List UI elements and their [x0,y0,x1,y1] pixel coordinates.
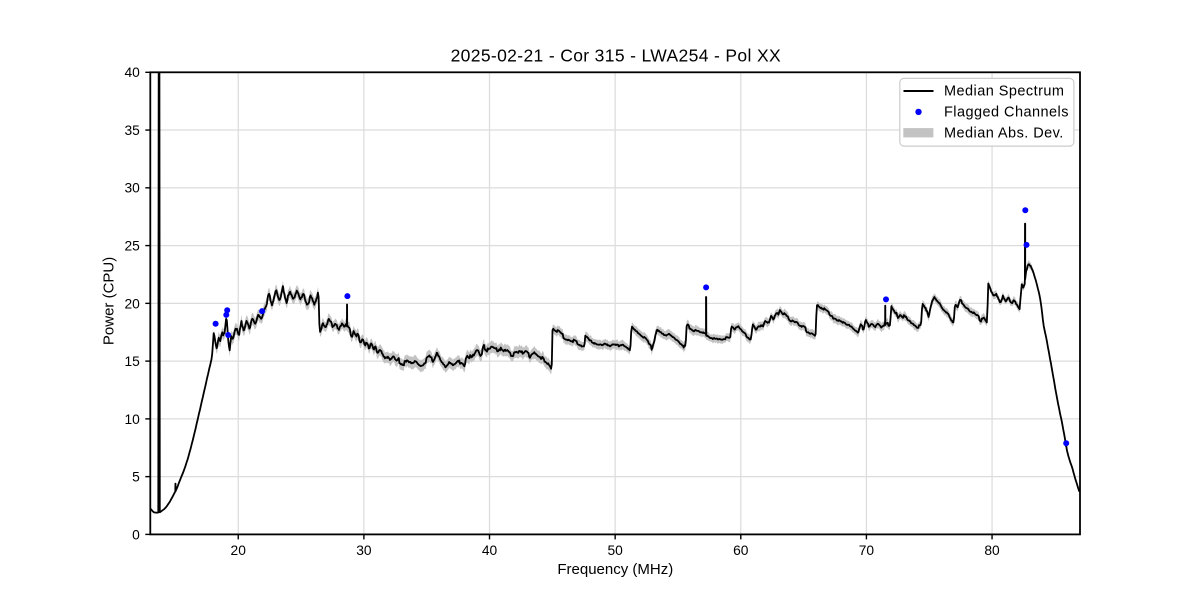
svg-text:35: 35 [124,123,140,138]
svg-text:Power (CPU): Power (CPU) [101,257,118,345]
svg-text:0: 0 [132,527,140,542]
svg-text:15: 15 [124,354,140,369]
svg-text:5: 5 [132,470,140,485]
svg-text:Frequency (MHz): Frequency (MHz) [557,561,673,578]
svg-text:30: 30 [356,543,372,558]
svg-text:Median Abs. Dev.: Median Abs. Dev. [944,125,1064,141]
svg-text:20: 20 [124,296,140,311]
svg-text:40: 40 [482,543,498,558]
svg-text:Median Spectrum: Median Spectrum [944,83,1064,99]
svg-text:80: 80 [984,543,1000,558]
svg-text:50: 50 [607,543,623,558]
svg-text:70: 70 [859,543,875,558]
svg-text:25: 25 [124,238,140,253]
svg-text:2025-02-21 - Cor 315 - LWA254: 2025-02-21 - Cor 315 - LWA254 - Pol XX [451,46,781,66]
svg-text:30: 30 [124,181,140,196]
svg-text:20: 20 [231,543,247,558]
svg-text:Flagged Channels: Flagged Channels [944,104,1069,120]
svg-text:60: 60 [733,543,749,558]
svg-text:40: 40 [124,65,140,80]
svg-text:10: 10 [124,412,140,427]
